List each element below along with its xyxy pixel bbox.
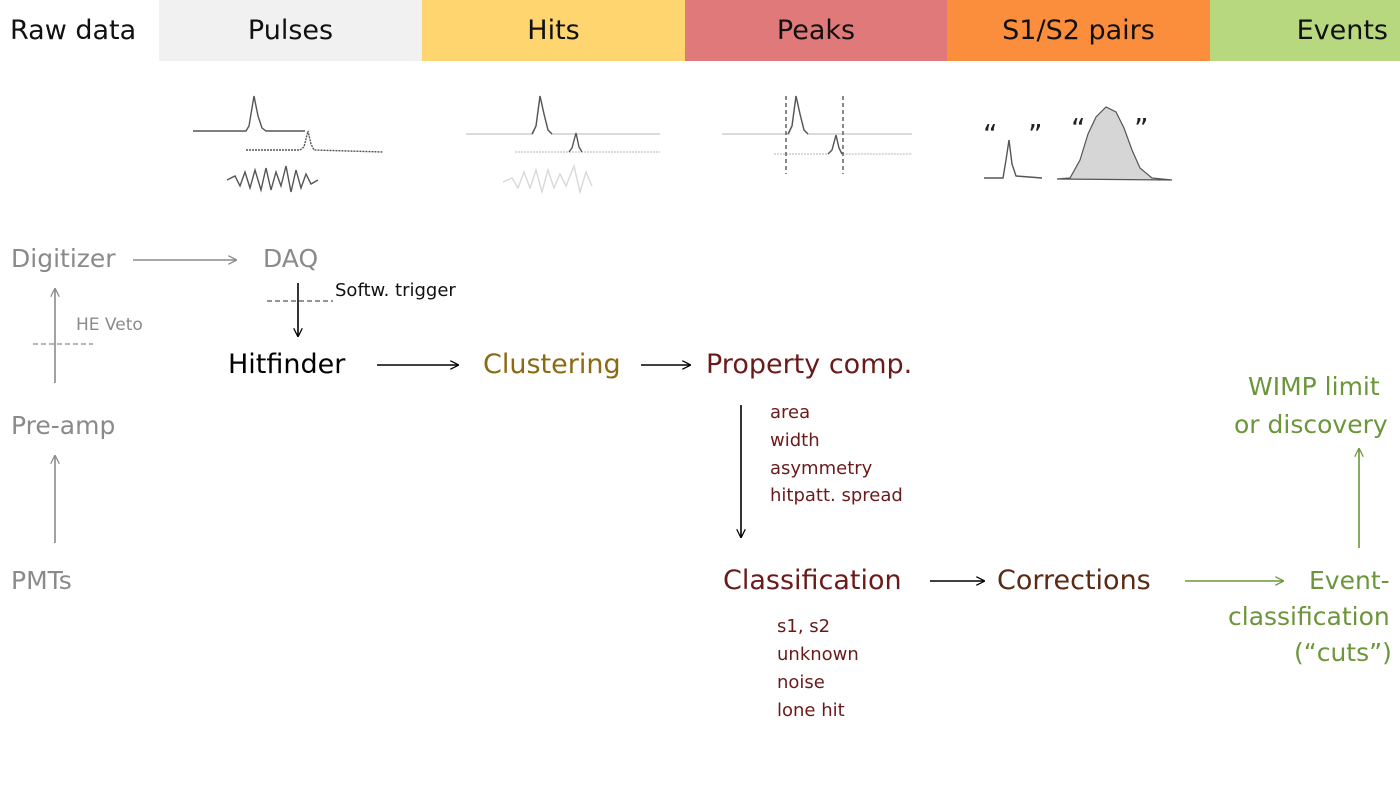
event-classification-line2: classification <box>1228 602 1390 631</box>
s2-quote-open: “ <box>1071 112 1086 145</box>
hitfinder-label: Hitfinder <box>228 349 346 380</box>
s2-pulse-sketch <box>1056 106 1173 181</box>
s1-pulse-sketch <box>984 139 1043 179</box>
stage-pulses: Pulses <box>159 0 422 61</box>
property-item-asymmetry: asymmetry <box>770 458 873 479</box>
wimp-line2: or discovery <box>1234 410 1388 439</box>
classification-label: Classification <box>723 565 902 596</box>
digitizer-label: Digitizer <box>11 244 116 273</box>
he-veto-label: HE Veto <box>76 315 143 335</box>
s2-quote-close: ” <box>1134 112 1149 145</box>
s1-quote-close: ” <box>1028 118 1043 151</box>
software-trigger-label: Softw. trigger <box>335 280 456 301</box>
class-item-s1-s2: s1, s2 <box>777 616 831 637</box>
stage-peaks: Peaks <box>685 0 947 61</box>
property-item-hitpattern-spread: hitpatt. spread <box>770 485 903 506</box>
corrections-label: Corrections <box>997 565 1151 596</box>
stage-hits: Hits <box>422 0 685 61</box>
class-item-unknown: unknown <box>777 644 859 665</box>
event-classification-line3: (“cuts”) <box>1294 638 1392 667</box>
class-item-lone-hit: lone hit <box>777 700 845 721</box>
property-item-area: area <box>770 402 811 423</box>
pulses-waveform-sketch <box>193 95 384 193</box>
class-item-noise: noise <box>777 672 825 693</box>
s1-quote-open: “ <box>983 118 998 151</box>
pmts-label: PMTs <box>11 566 72 595</box>
stage-s1s2-pairs: S1/S2 pairs <box>947 0 1210 61</box>
stage-events: Events <box>1210 0 1400 61</box>
wimp-line1: WIMP limit <box>1248 372 1380 401</box>
property-comp-label: Property comp. <box>706 349 913 380</box>
daq-label: DAQ <box>263 244 319 273</box>
property-item-width: width <box>770 430 820 451</box>
peaks-waveform-sketch <box>722 95 912 174</box>
preamp-label: Pre-amp <box>11 411 116 440</box>
event-classification-line1: Event- <box>1309 566 1390 595</box>
clustering-label: Clustering <box>483 349 621 380</box>
stage-raw-data: Raw data <box>0 0 159 61</box>
hits-waveform-sketch <box>466 95 660 195</box>
